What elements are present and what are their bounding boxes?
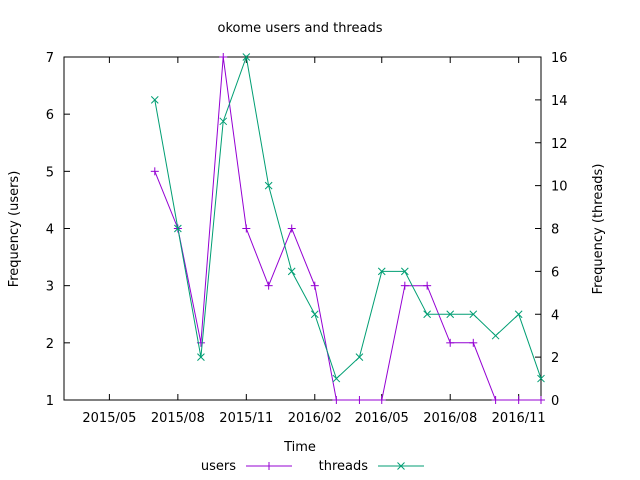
data-point-threads <box>219 117 228 126</box>
legend-label-threads: threads <box>319 459 369 474</box>
x-tick-label: 2016/08 <box>423 411 477 426</box>
y-left-tick-label: 7 <box>46 51 54 66</box>
data-point-threads <box>446 310 455 319</box>
y-right-tick-label: 0 <box>551 394 559 409</box>
marker-d2 <box>400 267 409 276</box>
x-tick-label: 2015/05 <box>82 411 136 426</box>
x-tick-label: 2015/11 <box>219 411 273 426</box>
x-tick-label: 2015/08 <box>151 411 205 426</box>
data-point-threads <box>355 353 364 361</box>
y-axis-left: 1 2 3 4 5 6 7 <box>46 51 70 409</box>
data-point-threads <box>491 331 500 340</box>
y-left-tick-label: 6 <box>46 108 54 123</box>
y-left-tick-label: 2 <box>46 337 54 352</box>
y-left-tick-label: 4 <box>46 223 54 238</box>
y-right-tick-label: 10 <box>551 180 568 195</box>
marker-d2 <box>469 310 478 319</box>
series-layer <box>150 53 545 404</box>
data-point-users <box>514 396 523 404</box>
data-point-threads <box>264 181 273 190</box>
data-point-users <box>377 396 386 404</box>
data-point-users <box>310 281 319 290</box>
marker-d2 <box>242 53 251 61</box>
marker-d2 <box>446 310 455 319</box>
y-axis-left-label: Frequency (users) <box>7 171 22 288</box>
marker-d2 <box>355 353 364 361</box>
data-point-users <box>332 396 341 404</box>
data-point-threads <box>242 53 251 61</box>
data-point-threads <box>400 267 409 276</box>
marker-d2 <box>264 181 273 190</box>
legend-marker-plus <box>265 462 273 470</box>
data-point-threads <box>377 267 386 276</box>
data-point-users <box>469 338 478 347</box>
data-point-threads <box>287 267 296 276</box>
legend-marker-users <box>265 462 273 470</box>
data-point-threads <box>332 374 341 383</box>
legend-marker-threads <box>397 462 405 470</box>
y-axis-right-label: Frequency (threads) <box>591 164 606 295</box>
data-point-threads <box>197 353 205 361</box>
marker-d2 <box>537 374 545 383</box>
data-point-users <box>491 396 500 404</box>
chart-title: okome users and threads <box>217 21 382 36</box>
marker-d2 <box>377 267 386 276</box>
marker-d2 <box>514 310 523 319</box>
x-tick-label: 2016/05 <box>355 411 409 426</box>
data-point-threads <box>150 96 159 104</box>
series-line-users <box>154 56 541 401</box>
data-point-threads <box>514 310 523 319</box>
y-right-tick-label: 14 <box>551 94 568 109</box>
marker-d2 <box>491 331 500 340</box>
data-point-users <box>287 224 296 233</box>
y-right-tick-label: 8 <box>551 223 559 238</box>
marker-d2 <box>197 353 205 361</box>
y-right-tick-label: 16 <box>551 51 568 66</box>
data-point-threads <box>423 310 431 319</box>
data-point-threads <box>537 374 545 383</box>
data-point-users <box>150 167 159 176</box>
data-point-users <box>355 396 364 404</box>
series-line-threads <box>154 55 542 380</box>
legend: users threads <box>201 459 424 474</box>
data-point-users <box>264 281 273 290</box>
y-left-tick-label: 5 <box>46 165 54 180</box>
x-axis-label: Time <box>283 440 316 455</box>
marker-d2 <box>150 96 159 104</box>
y-right-tick-label: 2 <box>551 351 559 366</box>
marker-d2 <box>332 374 341 383</box>
data-point-users <box>219 53 228 61</box>
data-point-threads <box>469 310 478 319</box>
y-axis-right: 0 2 4 6 8 10 12 14 16 <box>535 51 568 409</box>
y-right-tick-label: 12 <box>551 137 568 152</box>
data-point-threads <box>310 310 319 319</box>
marker-d2 <box>397 462 405 470</box>
x-tick-label: 2016/11 <box>492 411 546 426</box>
marker-d2 <box>310 310 319 319</box>
x-tick-label: 2016/02 <box>288 411 342 426</box>
data-point-users <box>537 396 545 404</box>
y-left-tick-label: 1 <box>46 394 54 409</box>
y-right-tick-label: 4 <box>551 308 559 323</box>
y-left-tick-label: 3 <box>46 280 54 295</box>
legend-marker-x <box>397 462 405 470</box>
data-point-users <box>423 281 432 290</box>
x-axis: 2015/05 2015/08 2015/11 2016/02 2016/05 2016/… <box>82 57 546 426</box>
marker-d2 <box>287 267 296 276</box>
data-point-users <box>446 338 455 347</box>
y-right-tick-label: 6 <box>551 265 559 280</box>
marker-d2 <box>423 310 431 319</box>
marker-d2 <box>219 117 228 126</box>
legend-label-users: users <box>201 459 236 474</box>
data-point-threads <box>174 224 182 233</box>
data-point-users <box>242 224 251 233</box>
marker-d2 <box>174 224 182 233</box>
data-point-users <box>400 281 409 290</box>
